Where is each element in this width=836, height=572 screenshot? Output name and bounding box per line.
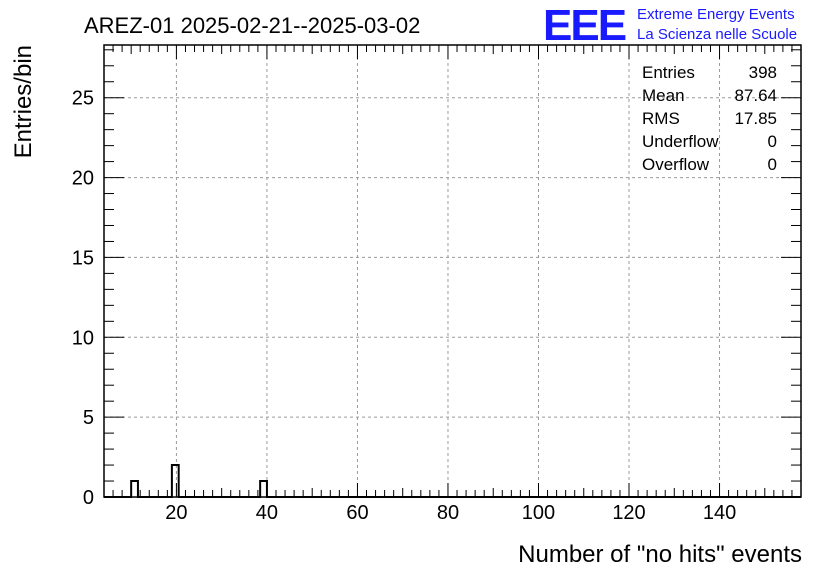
stats-value: 0	[768, 132, 777, 151]
histogram-bin	[310, 481, 317, 497]
histogram-bin	[378, 417, 385, 497]
histogram-bin	[453, 146, 460, 497]
histogram-bin	[439, 449, 446, 497]
plot-frame	[103, 44, 802, 498]
histogram-bin	[663, 481, 670, 497]
histogram-bin	[615, 449, 622, 497]
histogram-bin	[131, 481, 138, 497]
histogram-bin	[609, 481, 616, 497]
histogram-bin	[575, 433, 582, 497]
stats-value: 0	[768, 155, 777, 174]
histogram-bin	[500, 321, 507, 497]
histogram-bin	[344, 481, 351, 497]
stats-value: 398	[749, 63, 777, 82]
y-tick-label: 20	[72, 168, 94, 190]
histogram-bin	[385, 353, 392, 497]
stats-label: Underflow	[642, 132, 719, 151]
histogram-bin	[561, 385, 568, 497]
eee-logo: EEE Extreme Energy Events La Scienza nel…	[543, 1, 797, 50]
x-tick-label: 40	[256, 502, 278, 524]
logo-line-2: La Scienza nelle Scuole	[637, 26, 797, 43]
histogram-bin	[364, 449, 371, 497]
histogram-bin	[405, 289, 412, 497]
stats-value: 17.85	[734, 109, 777, 128]
tick-labels: 20 40 60 80 100 120 140 0 5 10 15 20 25	[72, 88, 736, 524]
chart-title: AREZ-01 2025-02-21--2025-03-02	[84, 13, 420, 38]
histogram-bin	[774, 481, 781, 497]
histogram-bin	[527, 194, 534, 497]
histogram-bin	[595, 465, 602, 497]
histogram-bin	[419, 241, 426, 497]
grid-lines	[104, 45, 801, 497]
x-axis-title: Number of "no hits" events	[518, 541, 802, 568]
histogram-bin	[677, 481, 684, 497]
histogram-bin	[568, 257, 575, 497]
histogram-bin	[172, 465, 179, 497]
histogram-bin	[581, 401, 588, 497]
histogram-bin	[493, 146, 500, 497]
x-tick-label: 100	[522, 502, 555, 524]
histogram-bin	[296, 481, 303, 497]
histogram-bin	[534, 385, 541, 497]
histogram-bin	[371, 417, 378, 497]
histogram-bin	[197, 481, 204, 497]
histogram-bin	[473, 353, 480, 497]
x-tick-label: 20	[165, 502, 187, 524]
y-tick-label: 5	[83, 407, 94, 429]
stats-value: 87.64	[734, 86, 777, 105]
histogram-bin	[588, 401, 595, 497]
histogram-bin	[260, 481, 267, 497]
histogram-bin	[554, 241, 561, 497]
histogram-bin	[425, 353, 432, 497]
y-axis-title: Entries/bin	[10, 45, 37, 158]
stats-label: Overflow	[642, 155, 710, 174]
histogram-bin	[398, 353, 405, 497]
y-tick-label: 15	[72, 247, 94, 269]
axis-ticks	[103, 45, 802, 498]
histogram-bin	[231, 481, 238, 497]
histogram-bin	[480, 241, 487, 497]
histogram-bin	[541, 321, 548, 497]
histogram-bin	[520, 369, 527, 497]
histogram-bin	[278, 481, 285, 497]
logo-mark: EEE	[543, 1, 626, 50]
stats-label: Entries	[642, 63, 695, 82]
x-tick-label: 120	[612, 502, 645, 524]
x-tick-label: 140	[703, 502, 736, 524]
histogram-bin	[466, 210, 473, 497]
histogram-bin	[548, 433, 555, 497]
histogram-bars	[104, 66, 801, 498]
histogram-bin	[317, 481, 324, 497]
histogram-bin	[285, 481, 292, 497]
histogram-bin	[432, 66, 439, 497]
histogram-bin	[351, 481, 358, 497]
histogram-bin	[656, 481, 663, 497]
histogram-bin	[622, 481, 629, 497]
x-tick-label: 80	[437, 502, 459, 524]
stats-box: Entries 398 Mean 87.64 RMS 17.85 Underflow 0 Ove…	[642, 63, 777, 174]
histogram-bin	[357, 465, 364, 497]
histogram-bin	[412, 337, 419, 497]
histogram-bin	[446, 433, 453, 497]
histogram-bin	[602, 433, 609, 497]
y-tick-label: 10	[72, 327, 94, 349]
histogram-bin	[459, 353, 466, 497]
logo-line-1: Extreme Energy Events	[637, 6, 795, 23]
histogram-bin	[670, 449, 677, 497]
stats-label: Mean	[642, 86, 685, 105]
x-tick-label: 60	[346, 502, 368, 524]
histogram-bin	[486, 369, 493, 497]
y-tick-label: 0	[83, 487, 94, 509]
y-tick-label: 25	[72, 88, 94, 110]
histogram-bin	[507, 289, 514, 497]
stats-label: RMS	[642, 109, 680, 128]
histogram-bin	[391, 321, 398, 497]
histogram-bin	[514, 337, 521, 497]
